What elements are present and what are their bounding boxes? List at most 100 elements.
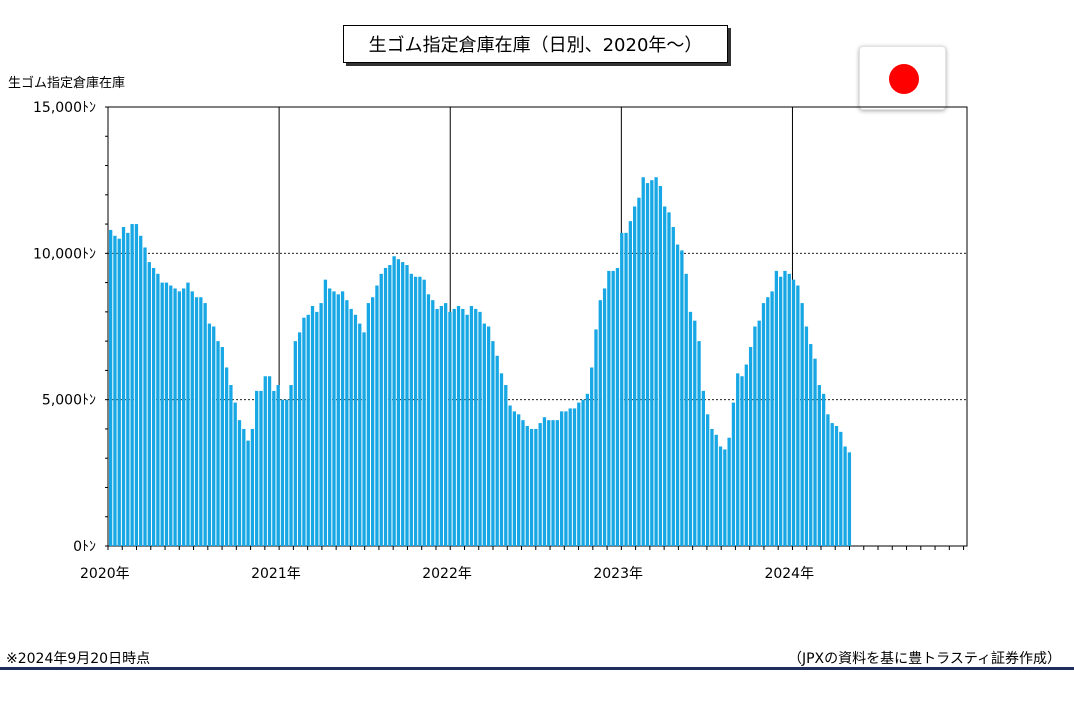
bar	[727, 437, 731, 546]
bar	[353, 314, 358, 546]
bar	[362, 332, 366, 546]
bar	[572, 408, 577, 546]
bar	[276, 385, 280, 546]
bar	[834, 426, 839, 546]
bar	[328, 288, 332, 546]
bar	[796, 285, 800, 546]
bar	[787, 273, 791, 546]
bar	[319, 303, 323, 546]
bar	[564, 411, 568, 546]
bar	[847, 452, 852, 546]
bar	[663, 206, 667, 547]
chart-title-text: 生ゴム指定倉庫在庫（日別、2020年～）	[368, 35, 703, 56]
y-tick-label: 0ﾄﾝ	[73, 539, 96, 555]
bar	[147, 262, 151, 546]
bar	[263, 376, 267, 546]
bar	[177, 291, 182, 546]
bar	[817, 385, 821, 546]
bar	[744, 364, 748, 546]
bar	[740, 376, 744, 546]
bar	[255, 390, 259, 546]
bar	[134, 224, 139, 547]
bar	[602, 288, 607, 546]
bar	[551, 420, 555, 546]
bar	[469, 306, 474, 546]
bar	[220, 346, 224, 546]
bar	[667, 212, 671, 547]
bar	[559, 411, 564, 546]
bar	[379, 273, 383, 546]
bar	[697, 341, 701, 546]
bar	[212, 326, 216, 546]
bar	[774, 270, 779, 546]
bar	[736, 373, 740, 546]
bar	[130, 224, 134, 547]
bar	[654, 177, 658, 547]
bar	[199, 297, 203, 546]
bar	[478, 311, 482, 546]
bar	[779, 276, 783, 546]
bar	[821, 393, 826, 546]
bar	[109, 229, 113, 547]
x-year-label: 2023年	[593, 566, 643, 582]
bar	[280, 399, 285, 546]
bar	[315, 311, 319, 546]
bar	[542, 417, 547, 546]
bar	[448, 311, 452, 546]
bar	[800, 303, 804, 546]
bar	[151, 267, 156, 546]
x-year-label: 2021年	[251, 566, 301, 582]
bar	[499, 373, 504, 546]
bar	[297, 332, 302, 546]
bar	[164, 282, 169, 546]
bar	[632, 206, 637, 547]
bar	[444, 303, 448, 546]
bar	[242, 428, 246, 546]
bar	[465, 314, 469, 546]
bar	[714, 434, 718, 546]
bar	[607, 270, 611, 546]
bar	[826, 414, 830, 546]
bar	[757, 320, 761, 546]
bar	[529, 428, 534, 546]
bar	[534, 428, 538, 546]
bar	[482, 323, 486, 546]
bar	[396, 259, 401, 546]
bar	[224, 367, 229, 546]
bar	[813, 358, 817, 546]
bar	[431, 300, 435, 546]
bar	[439, 306, 444, 546]
bar	[388, 265, 392, 546]
bar	[598, 300, 602, 546]
bar	[375, 285, 379, 546]
bar	[461, 308, 465, 546]
bar	[203, 303, 207, 546]
bar	[422, 279, 426, 546]
bar	[302, 317, 306, 546]
bar	[731, 402, 736, 546]
bar	[508, 405, 512, 546]
bar	[710, 428, 714, 546]
bar	[246, 440, 250, 546]
bar	[113, 235, 117, 547]
bar	[486, 326, 491, 546]
bar	[233, 402, 237, 546]
bar	[121, 226, 126, 546]
japan-flag-icon	[859, 46, 946, 110]
bar	[401, 262, 405, 546]
bar	[521, 420, 525, 546]
bar	[426, 294, 431, 546]
bar	[182, 288, 186, 546]
y-tick-label: 10,000ﾄﾝ	[33, 246, 96, 262]
x-year-label: 2022年	[422, 566, 472, 582]
bar	[628, 221, 632, 546]
bar	[250, 428, 255, 546]
bar	[590, 367, 594, 546]
bar	[332, 291, 336, 546]
bar	[581, 399, 585, 546]
bar	[413, 276, 418, 546]
bar	[474, 308, 478, 546]
bar	[766, 297, 770, 546]
bar	[156, 273, 160, 546]
bar	[405, 265, 409, 546]
